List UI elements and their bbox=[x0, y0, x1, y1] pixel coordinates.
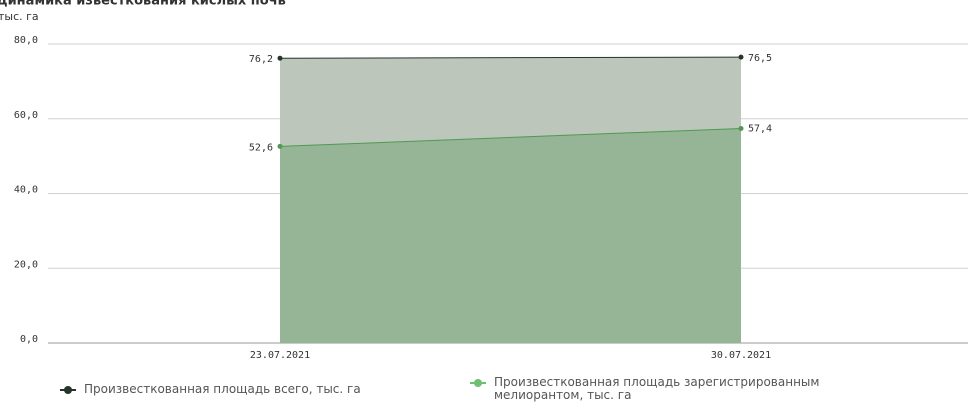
legend-item: Произвесткованная площадь зарегистрирова… bbox=[470, 376, 870, 402]
y-tick-label: 0,0 bbox=[20, 334, 38, 345]
data-label: 76,2 bbox=[249, 54, 273, 65]
line bbox=[279, 127, 742, 147]
data-label: 57,4 bbox=[748, 123, 772, 134]
point bbox=[738, 54, 744, 60]
data-label: 76,5 bbox=[748, 53, 772, 64]
legend-item: Произвесткованная площадь всего, тыс. га bbox=[60, 383, 420, 397]
x-tick-label: 30.07.2021 bbox=[711, 350, 771, 361]
legend-swatch bbox=[60, 383, 76, 397]
legend-swatch bbox=[470, 376, 486, 390]
point bbox=[738, 125, 744, 131]
y-tick-label: 80,0 bbox=[14, 35, 38, 46]
legend-label: Произвесткованная площадь всего, тыс. га bbox=[84, 382, 361, 396]
legend: Произвесткованная площадь всего, тыс. га… bbox=[0, 376, 968, 406]
chart-title: Динамика известкования кислых почв bbox=[0, 0, 286, 9]
chart: Динамика известкования кислых почв тыс. … bbox=[0, 0, 968, 361]
y-tick-label: 40,0 bbox=[14, 185, 38, 196]
point bbox=[277, 143, 283, 149]
y-tick-label: 20,0 bbox=[14, 259, 38, 270]
area bbox=[280, 128, 741, 343]
y-tick-label: 60,0 bbox=[14, 110, 38, 121]
legend-label: Произвесткованная площадь зарегистрирова… bbox=[494, 375, 820, 402]
data-label: 52,6 bbox=[249, 142, 273, 153]
point bbox=[277, 55, 283, 61]
x-tick-label: 23.07.2021 bbox=[250, 350, 310, 361]
line bbox=[279, 56, 742, 59]
chart-subtitle: тыс. га bbox=[0, 10, 39, 23]
